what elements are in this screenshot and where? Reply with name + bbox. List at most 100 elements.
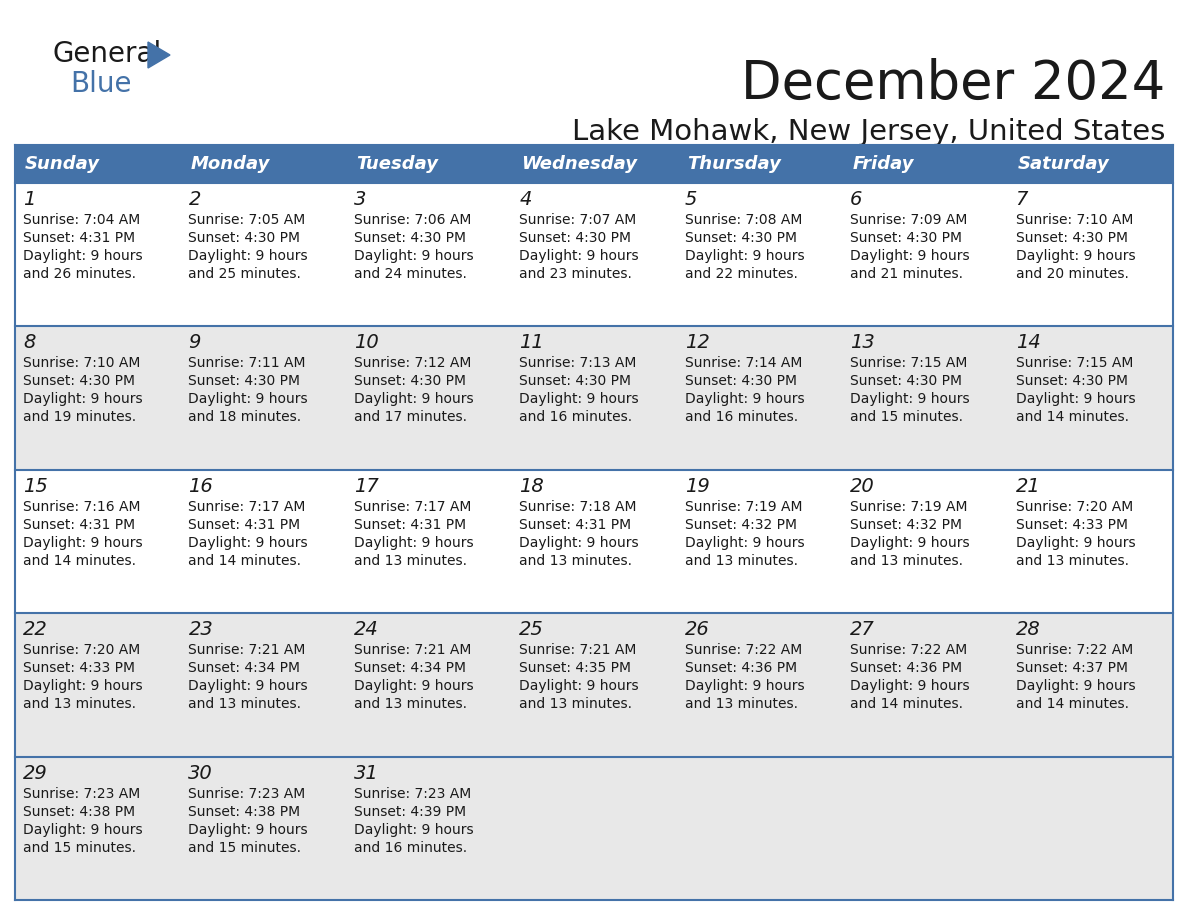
Text: Sunrise: 7:06 AM: Sunrise: 7:06 AM (354, 213, 472, 227)
Text: Sunrise: 7:05 AM: Sunrise: 7:05 AM (189, 213, 305, 227)
Text: Sunset: 4:30 PM: Sunset: 4:30 PM (189, 231, 301, 245)
Text: Sunrise: 7:22 AM: Sunrise: 7:22 AM (684, 644, 802, 657)
Text: 15: 15 (23, 476, 48, 496)
Text: Sunset: 4:33 PM: Sunset: 4:33 PM (1016, 518, 1127, 532)
Text: 19: 19 (684, 476, 709, 496)
Text: 17: 17 (354, 476, 379, 496)
Text: Sunset: 4:30 PM: Sunset: 4:30 PM (1016, 375, 1127, 388)
Text: Daylight: 9 hours: Daylight: 9 hours (1016, 536, 1136, 550)
Text: and 13 minutes.: and 13 minutes. (519, 554, 632, 568)
Text: Daylight: 9 hours: Daylight: 9 hours (23, 249, 143, 263)
Text: Sunrise: 7:22 AM: Sunrise: 7:22 AM (851, 644, 967, 657)
Text: Sunset: 4:31 PM: Sunset: 4:31 PM (519, 518, 631, 532)
Text: Sunrise: 7:09 AM: Sunrise: 7:09 AM (851, 213, 967, 227)
Text: Sunrise: 7:13 AM: Sunrise: 7:13 AM (519, 356, 637, 370)
Text: Daylight: 9 hours: Daylight: 9 hours (189, 823, 308, 836)
Bar (15, 145, 1173, 183)
Text: Sunrise: 7:14 AM: Sunrise: 7:14 AM (684, 356, 802, 370)
Text: Sunrise: 7:21 AM: Sunrise: 7:21 AM (189, 644, 305, 657)
Text: Daylight: 9 hours: Daylight: 9 hours (354, 823, 474, 836)
Text: 7: 7 (1016, 190, 1028, 209)
Text: Daylight: 9 hours: Daylight: 9 hours (189, 536, 308, 550)
Text: Sunrise: 7:10 AM: Sunrise: 7:10 AM (23, 356, 140, 370)
Text: and 16 minutes.: and 16 minutes. (354, 841, 467, 855)
Text: Daylight: 9 hours: Daylight: 9 hours (851, 249, 969, 263)
Text: Sunset: 4:30 PM: Sunset: 4:30 PM (519, 375, 631, 388)
Text: Sunrise: 7:16 AM: Sunrise: 7:16 AM (23, 499, 140, 514)
Text: Thursday: Thursday (687, 155, 781, 173)
Text: 5: 5 (684, 190, 697, 209)
Text: and 26 minutes.: and 26 minutes. (23, 267, 135, 281)
Text: General: General (52, 40, 162, 68)
Text: Daylight: 9 hours: Daylight: 9 hours (23, 823, 143, 836)
Text: 20: 20 (851, 476, 874, 496)
Text: and 14 minutes.: and 14 minutes. (1016, 697, 1129, 711)
Text: and 22 minutes.: and 22 minutes. (684, 267, 797, 281)
Text: Daylight: 9 hours: Daylight: 9 hours (1016, 679, 1136, 693)
Text: and 13 minutes.: and 13 minutes. (23, 697, 135, 711)
Text: Lake Mohawk, New Jersey, United States: Lake Mohawk, New Jersey, United States (571, 118, 1165, 146)
Text: and 18 minutes.: and 18 minutes. (189, 410, 302, 424)
Text: and 19 minutes.: and 19 minutes. (23, 410, 137, 424)
Text: Sunset: 4:36 PM: Sunset: 4:36 PM (684, 661, 797, 676)
Text: Sunrise: 7:22 AM: Sunrise: 7:22 AM (1016, 644, 1133, 657)
Text: Sunset: 4:30 PM: Sunset: 4:30 PM (684, 231, 797, 245)
Text: Daylight: 9 hours: Daylight: 9 hours (23, 536, 143, 550)
Text: 4: 4 (519, 190, 532, 209)
Text: Daylight: 9 hours: Daylight: 9 hours (23, 679, 143, 693)
Text: 14: 14 (1016, 333, 1041, 353)
Text: and 13 minutes.: and 13 minutes. (851, 554, 963, 568)
Text: 27: 27 (851, 621, 874, 639)
Text: Saturday: Saturday (1018, 155, 1110, 173)
Text: Daylight: 9 hours: Daylight: 9 hours (354, 536, 474, 550)
Text: Sunrise: 7:10 AM: Sunrise: 7:10 AM (1016, 213, 1133, 227)
Text: Sunset: 4:31 PM: Sunset: 4:31 PM (354, 518, 466, 532)
Text: Sunrise: 7:08 AM: Sunrise: 7:08 AM (684, 213, 802, 227)
Text: Sunset: 4:35 PM: Sunset: 4:35 PM (519, 661, 631, 676)
Text: 22: 22 (23, 621, 48, 639)
Text: and 13 minutes.: and 13 minutes. (684, 697, 797, 711)
Text: 11: 11 (519, 333, 544, 353)
Text: and 25 minutes.: and 25 minutes. (189, 267, 302, 281)
Text: and 21 minutes.: and 21 minutes. (851, 267, 963, 281)
Text: Sunrise: 7:15 AM: Sunrise: 7:15 AM (1016, 356, 1133, 370)
Text: and 13 minutes.: and 13 minutes. (189, 697, 302, 711)
Text: Daylight: 9 hours: Daylight: 9 hours (851, 679, 969, 693)
Text: Sunset: 4:36 PM: Sunset: 4:36 PM (851, 661, 962, 676)
Text: and 13 minutes.: and 13 minutes. (1016, 554, 1129, 568)
Text: Daylight: 9 hours: Daylight: 9 hours (354, 249, 474, 263)
Text: 26: 26 (684, 621, 709, 639)
Polygon shape (148, 42, 170, 68)
Text: 24: 24 (354, 621, 379, 639)
Text: Sunrise: 7:18 AM: Sunrise: 7:18 AM (519, 499, 637, 514)
Text: Daylight: 9 hours: Daylight: 9 hours (684, 392, 804, 407)
Text: Daylight: 9 hours: Daylight: 9 hours (519, 249, 639, 263)
Text: 29: 29 (23, 764, 48, 783)
Text: 23: 23 (189, 621, 213, 639)
Text: Sunset: 4:30 PM: Sunset: 4:30 PM (851, 231, 962, 245)
Text: and 13 minutes.: and 13 minutes. (519, 697, 632, 711)
Text: Wednesday: Wednesday (522, 155, 637, 173)
Text: and 15 minutes.: and 15 minutes. (189, 841, 302, 855)
Text: Sunset: 4:38 PM: Sunset: 4:38 PM (189, 804, 301, 819)
Text: 31: 31 (354, 764, 379, 783)
Text: Sunrise: 7:20 AM: Sunrise: 7:20 AM (23, 644, 140, 657)
Text: Daylight: 9 hours: Daylight: 9 hours (354, 392, 474, 407)
Text: Sunset: 4:30 PM: Sunset: 4:30 PM (1016, 231, 1127, 245)
Text: 13: 13 (851, 333, 874, 353)
Text: Tuesday: Tuesday (356, 155, 438, 173)
Text: Sunset: 4:30 PM: Sunset: 4:30 PM (23, 375, 135, 388)
Text: and 20 minutes.: and 20 minutes. (1016, 267, 1129, 281)
Text: Sunset: 4:31 PM: Sunset: 4:31 PM (189, 518, 301, 532)
Text: Daylight: 9 hours: Daylight: 9 hours (23, 392, 143, 407)
Text: 8: 8 (23, 333, 36, 353)
Text: Sunrise: 7:23 AM: Sunrise: 7:23 AM (354, 787, 472, 800)
Text: and 17 minutes.: and 17 minutes. (354, 410, 467, 424)
Text: Daylight: 9 hours: Daylight: 9 hours (189, 679, 308, 693)
Text: Sunrise: 7:15 AM: Sunrise: 7:15 AM (851, 356, 967, 370)
Bar (15, 470, 1173, 613)
Text: Daylight: 9 hours: Daylight: 9 hours (684, 679, 804, 693)
Text: Sunset: 4:32 PM: Sunset: 4:32 PM (851, 518, 962, 532)
Text: Daylight: 9 hours: Daylight: 9 hours (851, 536, 969, 550)
Text: Sunset: 4:34 PM: Sunset: 4:34 PM (354, 661, 466, 676)
